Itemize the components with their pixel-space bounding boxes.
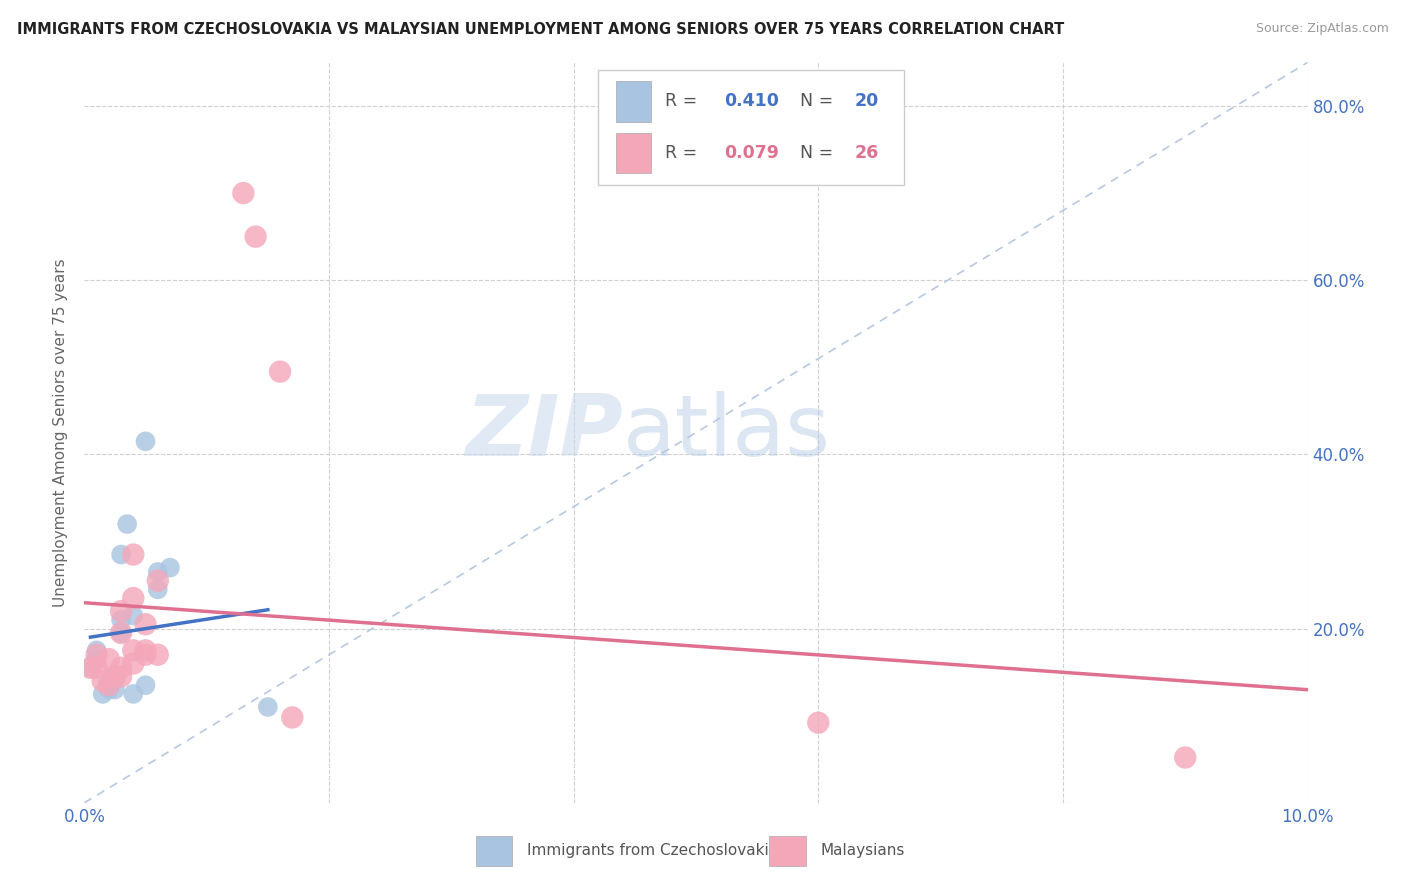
Text: N =: N = [800, 145, 839, 162]
Bar [475, 836, 513, 866]
Point [79, 661, 101, 675]
Point [86, 648, 108, 662]
Point [104, 682, 127, 697]
Text: 0.410: 0.410 [724, 92, 779, 111]
Text: R =: R = [665, 92, 703, 111]
Point [110, 626, 132, 640]
Text: atlas: atlas [623, 391, 831, 475]
Point [135, 678, 157, 692]
Point [245, 229, 267, 244]
Point [135, 434, 157, 449]
Point [86, 643, 108, 657]
Point [122, 643, 145, 657]
Point [135, 648, 157, 662]
Point [97, 678, 120, 692]
Bar [616, 81, 651, 121]
Text: IMMIGRANTS FROM CZECHOSLOVAKIA VS MALAYSIAN UNEMPLOYMENT AMONG SENIORS OVER 75 Y: IMMIGRANTS FROM CZECHOSLOVAKIA VS MALAYS… [17, 22, 1064, 37]
Text: 20: 20 [855, 92, 879, 111]
Text: Immigrants from Czechoslovakia: Immigrants from Czechoslovakia [527, 844, 779, 858]
Text: N =: N = [800, 92, 839, 111]
Point [91, 687, 114, 701]
Bar [769, 836, 806, 866]
Point [104, 669, 127, 683]
Text: R =: R = [665, 145, 703, 162]
Point [115, 517, 138, 532]
Point [159, 560, 181, 574]
Point [110, 604, 132, 618]
Point [86, 652, 108, 666]
Point [97, 652, 120, 666]
Point [232, 186, 254, 200]
Point [807, 715, 830, 730]
Point [146, 582, 169, 597]
Point [257, 700, 280, 714]
Point [122, 548, 145, 562]
Point [1174, 750, 1197, 764]
Point [269, 365, 291, 379]
Y-axis label: Unemployment Among Seniors over 75 years: Unemployment Among Seniors over 75 years [53, 259, 69, 607]
Bar [616, 133, 651, 173]
Point [122, 608, 145, 623]
Point [110, 626, 132, 640]
Text: 0.079: 0.079 [724, 145, 779, 162]
Point [104, 669, 127, 683]
Point [110, 661, 132, 675]
Point [135, 617, 157, 632]
FancyBboxPatch shape [598, 70, 904, 185]
Point [110, 613, 132, 627]
Point [97, 678, 120, 692]
Text: Malaysians: Malaysians [821, 844, 905, 858]
Point [91, 673, 114, 688]
Point [79, 661, 101, 675]
Point [86, 661, 108, 675]
Point [281, 710, 304, 724]
Text: 26: 26 [855, 145, 879, 162]
Point [146, 565, 169, 579]
Point [146, 574, 169, 588]
Point [97, 682, 120, 697]
Text: Source: ZipAtlas.com: Source: ZipAtlas.com [1256, 22, 1389, 36]
Point [122, 591, 145, 606]
Point [146, 648, 169, 662]
Point [110, 548, 132, 562]
Point [110, 669, 132, 683]
Point [135, 643, 157, 657]
Text: ZIP: ZIP [465, 391, 623, 475]
Point [122, 657, 145, 671]
Point [122, 687, 145, 701]
